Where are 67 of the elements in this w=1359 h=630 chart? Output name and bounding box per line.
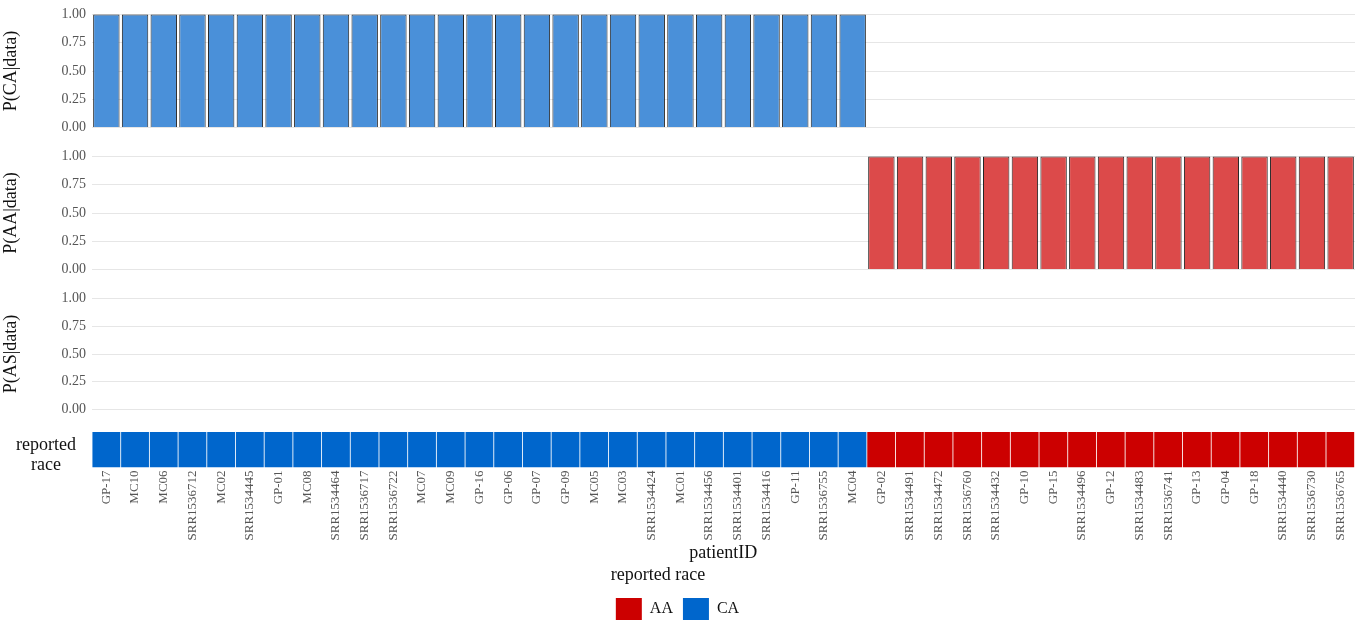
- x-tick-label: SRR1536717: [356, 469, 372, 541]
- y-tick-label: 0.00: [61, 401, 86, 417]
- y-tick-label: 1.00: [61, 6, 86, 22]
- x-axis-title: patientID: [689, 542, 758, 563]
- x-tick-label: MC08: [298, 470, 314, 504]
- x-tick-label: GP-02: [872, 470, 888, 505]
- y-tick-label: 0.00: [61, 119, 86, 135]
- y-tick-label: 0.50: [61, 204, 86, 220]
- x-tick-label: SRR1534440: [1274, 470, 1290, 541]
- x-tick-label: SRR1534416: [757, 469, 773, 541]
- x-tick-label: SRR1536765: [1331, 470, 1347, 541]
- x-tick-label: MC06: [155, 469, 171, 504]
- x-tick-label: GP-09: [556, 470, 572, 505]
- x-tick-label: MC10: [126, 470, 142, 504]
- y-axis-title: reported race: [15, 434, 77, 474]
- x-tick-label: GP-11: [786, 470, 802, 504]
- x-tick-label: GP-16: [470, 469, 486, 505]
- x-tick-label: MC02: [212, 470, 228, 504]
- x-tick-label: GP-15: [1044, 470, 1060, 505]
- legend-label: AA: [649, 599, 674, 617]
- x-tick-label: SRR1534456: [700, 469, 716, 541]
- x-tick-label: MC05: [585, 470, 601, 504]
- y-axis-title: P(AA|data): [0, 172, 21, 254]
- x-tick-label: SRR1534424: [643, 469, 659, 541]
- y-tick-label: 0.25: [61, 90, 86, 106]
- x-tick-label: SRR1534401: [729, 470, 745, 541]
- x-tick-label: SRR1534496: [1073, 469, 1089, 541]
- x-tick-label: GP-17: [97, 469, 113, 505]
- x-tick-label: SRR1536755: [815, 470, 831, 541]
- x-tick-label: GP-06: [499, 469, 515, 505]
- x-tick-label: GP-13: [1188, 470, 1204, 505]
- x-tick-label: GP-01: [269, 470, 285, 505]
- x-tick-label: GP-18: [1245, 470, 1261, 505]
- x-tick-label: SRR1534432: [987, 470, 1003, 541]
- x-tick-label: MC04: [843, 469, 859, 504]
- x-tick-label: GP-10: [1016, 470, 1032, 505]
- x-tick-label: SRR1534472: [930, 470, 946, 541]
- x-tick-label: SRR1534483: [1130, 470, 1146, 541]
- x-tick-label: MC07: [413, 469, 429, 504]
- y-tick-label: 0.00: [61, 261, 86, 277]
- y-tick-label: 1.00: [61, 290, 86, 306]
- x-tick-label: GP-07: [528, 469, 544, 505]
- y-tick-label: 0.25: [61, 373, 86, 389]
- y-tick-label: 0.75: [61, 34, 86, 50]
- x-tick-label: GP-12: [1102, 470, 1118, 505]
- x-tick-label: SRR1534464: [327, 469, 343, 541]
- x-tick-label: SRR1534491: [901, 470, 917, 541]
- y-axis-title: P(CA|data): [0, 30, 21, 112]
- y-tick-label: 0.50: [61, 62, 86, 78]
- x-tick-label: SRR1536712: [183, 470, 199, 541]
- y-tick-label: 0.75: [61, 176, 86, 192]
- x-tick-label: SRR1536760: [958, 470, 974, 541]
- y-tick-label: 0.75: [61, 317, 86, 333]
- x-tick-label: SRR1536730: [1303, 470, 1319, 541]
- legend-label: CA: [716, 599, 740, 617]
- x-tick-label: MC01: [671, 470, 687, 504]
- x-tick-label: MC03: [614, 470, 630, 504]
- legend-title: reported race: [610, 564, 706, 585]
- y-tick-label: 1.00: [61, 148, 86, 164]
- y-tick-label: 0.50: [61, 345, 86, 361]
- y-tick-label: 0.25: [61, 232, 86, 248]
- y-axis-title: P(AS|data): [0, 314, 21, 394]
- x-tick-label: SRR1534445: [241, 470, 257, 541]
- x-tick-label: SRR1536722: [384, 470, 400, 541]
- x-tick-label: GP-04: [1216, 469, 1232, 505]
- x-tick-label: MC09: [442, 470, 458, 504]
- x-tick-label: SRR1536741: [1159, 470, 1175, 541]
